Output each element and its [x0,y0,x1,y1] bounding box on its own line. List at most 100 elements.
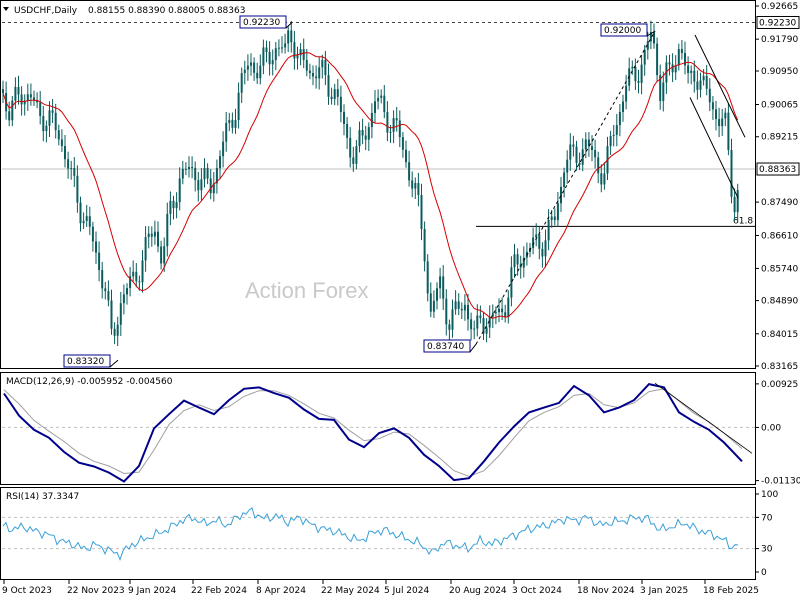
candle-body [538,234,541,249]
current-price-label: 0.88363 [759,165,796,175]
candle-body [442,276,445,299]
candle-body [11,100,14,121]
candle-body [429,293,432,312]
price-tick-label: 0.84890 [761,297,798,307]
candle-body [147,233,150,238]
time-tick-label: 22 Nov 2023 [67,586,125,596]
candle-body [690,70,693,73]
candle-body [67,159,70,169]
label-high-2025: 0.92000 [604,26,641,36]
candle-body [609,135,612,147]
price-labels: 0.92230 0.83320 0.92000 0.83740 0.92230 0.883… [63,15,800,368]
candle-body [110,300,113,329]
candle-body [184,168,187,170]
candle-body [677,49,680,66]
candle-body [370,112,373,128]
price-tick-label: 0.84015 [761,330,798,340]
candle-body [597,157,600,174]
candle-body [336,89,339,97]
candle-body [172,200,175,209]
candle-body [73,168,76,176]
label-low-2023-box [63,354,111,368]
macd-line [3,383,743,483]
candle-body [85,216,88,222]
candle-body [364,135,367,140]
candle-body [95,241,97,253]
candle-body [293,42,296,59]
candle-body [507,297,510,318]
candle-body [268,51,271,65]
candle-body [107,291,110,301]
candle-body [392,118,395,132]
candle-body [234,120,237,128]
candle-body [253,62,256,73]
time-tick-label: 3 Oct 2024 [512,586,562,596]
candle-body [718,119,721,127]
candle-body [724,112,727,119]
candle-body [439,276,442,289]
candle-body [188,167,190,170]
candle-body [377,97,380,102]
candle-body [566,159,569,173]
candle-body [436,288,438,301]
candle-body [736,190,739,213]
candle-body [321,60,324,68]
candle-body [711,102,714,110]
candle-body [113,328,116,336]
rsi-tick-label: 30 [761,545,773,555]
candle-body [721,118,724,127]
candle-body [82,221,85,224]
watermark: Action Forex [245,278,369,303]
candle-body [532,237,535,248]
candle-body [668,62,671,65]
candle-body [122,294,125,304]
candle-body [274,48,277,61]
candle-body [287,30,290,44]
candle-body [200,179,203,191]
time-tick-label: 18 Feb 2025 [703,586,759,596]
macd-trendline [654,382,753,454]
candle-body [473,328,476,330]
candle-body [290,30,293,43]
candle-body [305,59,308,71]
label-low-2023: 0.83320 [67,357,104,367]
time-tick-label: 9 Jan 2024 [128,586,176,596]
candle-body [51,110,54,113]
candle-body [181,168,184,179]
candle-body [29,94,32,98]
candle-body [649,32,652,42]
candle-body [36,100,39,103]
candle-body [33,97,35,101]
candle-body [653,32,655,44]
candle-body [544,240,547,257]
candle-body [470,319,473,330]
candle-body [432,300,435,312]
candle-body [129,276,132,289]
candle-body [48,110,51,126]
candle-body [215,168,218,184]
candle-body [330,96,333,100]
candle-body [178,178,181,203]
candle-body [222,141,225,157]
candle-body [408,162,411,181]
candle-body [259,65,262,79]
candle-body [643,49,646,65]
candle-body [262,47,265,66]
label-high-2025-pointer [646,30,656,37]
current-price-box [756,162,800,176]
candle-body [587,139,590,147]
rsi-line [2,507,739,562]
label-low-2024-pointer [469,343,477,353]
candle-body [634,66,637,82]
macd-panel [0,372,756,485]
candle-body [560,186,562,204]
candle-body [615,125,618,135]
candle-body [17,87,20,95]
candle-body [250,62,252,66]
collapse-triangle-icon[interactable] [3,7,9,11]
candle-body [389,131,392,133]
price-axis: 0.92665 0.91790 0.90950 0.90065 0.89215 0.874… [755,2,798,372]
price-tick-label: 0.90950 [761,67,798,77]
candle-body [451,309,454,330]
candle-body [88,216,91,227]
